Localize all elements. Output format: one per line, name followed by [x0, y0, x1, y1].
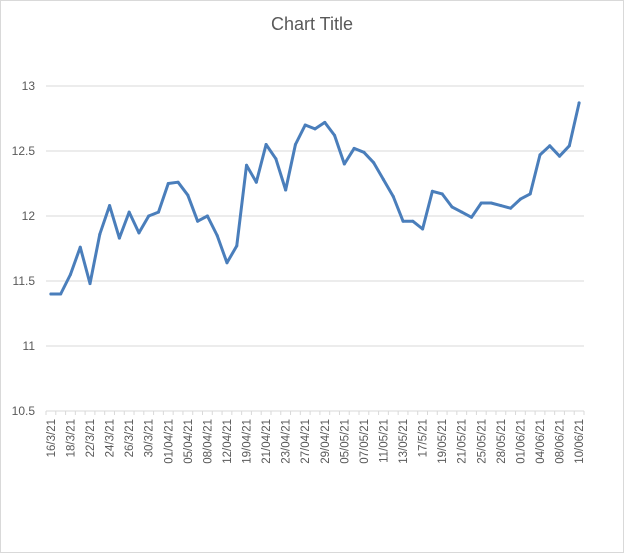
- data-point: [225, 261, 229, 265]
- x-tick-label: 22/3/21: [85, 419, 97, 457]
- y-tick-label: 12.5: [12, 144, 36, 158]
- data-point: [421, 227, 425, 231]
- data-point: [528, 192, 532, 196]
- x-tick-label: 05/04/21: [183, 419, 195, 464]
- data-point: [479, 201, 483, 205]
- data-point: [567, 144, 571, 148]
- x-tick-label: 12/04/21: [222, 419, 234, 464]
- data-point: [489, 201, 493, 205]
- x-tick-label: 18/3/21: [65, 419, 77, 457]
- x-tick-label: 08/06/21: [555, 419, 567, 464]
- data-point: [147, 214, 151, 218]
- data-point: [577, 101, 581, 105]
- series-line: [49, 101, 581, 296]
- data-point: [215, 234, 219, 237]
- x-tick-label: 30/3/21: [144, 419, 156, 457]
- y-tick-label: 11: [23, 339, 36, 353]
- data-point: [362, 150, 366, 154]
- x-tick-label: 01/06/21: [515, 419, 527, 464]
- data-point: [450, 205, 454, 209]
- data-point: [323, 120, 327, 124]
- y-tick-label: 11.5: [13, 274, 36, 288]
- x-tick-label: 13/05/21: [398, 419, 410, 464]
- data-point: [499, 204, 503, 208]
- data-point: [440, 192, 444, 196]
- data-point: [293, 143, 297, 146]
- data-point: [274, 157, 278, 161]
- data-point: [430, 189, 434, 193]
- x-tick-label: 16/3/21: [46, 419, 58, 457]
- x-tick-label: 21/04/21: [261, 419, 273, 464]
- x-tick-label: 29/04/21: [320, 419, 332, 464]
- data-point: [372, 161, 376, 165]
- x-tick-label: 19/04/21: [242, 419, 254, 464]
- data-point: [196, 219, 200, 223]
- data-point: [49, 292, 53, 296]
- x-tick-label: 27/04/21: [300, 419, 312, 464]
- data-point: [352, 146, 356, 150]
- x-tick-label: 11/05/21: [378, 419, 390, 463]
- data-point: [401, 219, 405, 223]
- x-tick-label: 07/05/21: [359, 419, 371, 464]
- chart-title: Chart Title: [271, 14, 353, 34]
- data-point: [235, 244, 239, 248]
- data-point: [166, 182, 170, 185]
- data-point: [59, 292, 63, 296]
- data-point: [88, 282, 92, 286]
- x-tick-label: 05/05/21: [339, 419, 351, 464]
- data-point: [518, 197, 522, 201]
- data-point: [156, 210, 160, 214]
- x-tick-label: 24/3/21: [105, 419, 117, 457]
- data-point: [176, 180, 180, 184]
- data-point: [391, 195, 395, 198]
- data-point: [411, 219, 415, 223]
- data-point: [205, 214, 209, 218]
- y-tick-label: 13: [22, 79, 36, 93]
- x-tick-label: 25/05/21: [476, 419, 488, 464]
- data-point: [245, 163, 249, 167]
- data-point: [558, 154, 562, 158]
- data-point: [470, 215, 474, 219]
- y-tick-label: 12: [22, 209, 36, 223]
- data-point: [509, 206, 513, 210]
- data-point: [313, 127, 317, 131]
- data-point: [186, 193, 190, 197]
- data-point: [538, 153, 542, 157]
- y-axis-tick-labels: 10.5 11 11.5 12 12.5 13: [12, 79, 36, 418]
- data-point: [137, 231, 141, 235]
- data-point: [342, 162, 346, 166]
- data-point: [460, 210, 464, 214]
- data-point: [284, 188, 288, 192]
- x-tick-label: 19/05/21: [437, 419, 449, 464]
- x-tick-label: 26/3/21: [124, 419, 136, 457]
- data-point: [254, 180, 258, 184]
- data-point: [108, 204, 112, 208]
- x-axis-tick-labels: 16/3/21 18/3/21 22/3/21 24/3/21 26/3/21 30/3/…: [46, 419, 586, 464]
- x-tick-label: 01/04/21: [163, 419, 175, 464]
- data-point: [381, 178, 385, 182]
- x-tick-label: 21/05/21: [457, 419, 469, 464]
- series-layer: [49, 101, 581, 296]
- data-point: [303, 123, 307, 127]
- x-tick-label: 08/04/21: [202, 419, 214, 464]
- x-tick-label: 17/5/21: [418, 419, 430, 457]
- data-point: [117, 236, 121, 240]
- data-point: [333, 133, 337, 137]
- x-tick-label: 10/06/21: [574, 419, 586, 464]
- x-tick-label: 28/05/21: [496, 419, 508, 464]
- y-tick-label: 10.5: [12, 404, 36, 418]
- data-point: [548, 144, 552, 148]
- data-point: [68, 273, 72, 276]
- data-point: [264, 143, 268, 146]
- data-point: [98, 232, 102, 236]
- data-point: [78, 245, 82, 249]
- x-tick-label: 23/04/21: [281, 419, 293, 464]
- gridlines: [45, 85, 585, 415]
- data-point: [127, 210, 131, 214]
- x-tick-label: 04/06/21: [535, 419, 547, 464]
